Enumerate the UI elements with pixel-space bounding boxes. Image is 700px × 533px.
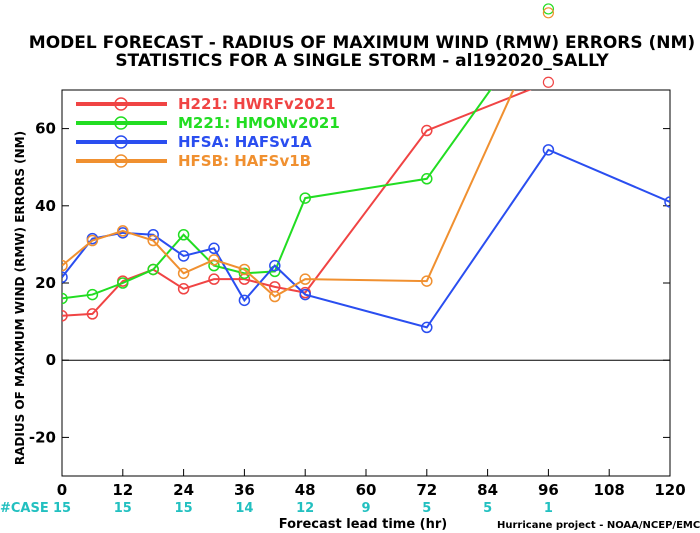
data-point bbox=[299, 273, 311, 285]
data-point bbox=[62, 271, 68, 283]
data-point bbox=[299, 288, 311, 301]
series-line bbox=[62, 90, 532, 317]
x-tick-label: 48 bbox=[295, 481, 316, 499]
data-point bbox=[86, 288, 99, 301]
case-count: 15 bbox=[114, 501, 132, 516]
x-axis-label: Forecast lead time (hr) bbox=[279, 517, 447, 532]
x-tick-label: 36 bbox=[234, 481, 255, 499]
data-point bbox=[62, 310, 68, 322]
chart-subtitle: STATISTICS FOR A SINGLE STORM - al192020… bbox=[115, 51, 609, 71]
data-point bbox=[269, 259, 281, 272]
x-tick-label: 96 bbox=[538, 481, 559, 499]
case-label: #CASE bbox=[0, 501, 49, 516]
case-count: 5 bbox=[422, 501, 431, 516]
legend-label: HFSB: HAFSv1B bbox=[178, 152, 311, 170]
off-scale-point bbox=[542, 7, 555, 19]
case-row: #CASE 15 15 15 14 12 9 5 5 1 bbox=[0, 501, 553, 516]
x-tick-label: 60 bbox=[356, 481, 377, 499]
data-point bbox=[208, 254, 220, 266]
y-tick-label: 20 bbox=[35, 274, 56, 292]
x-tick-label: 84 bbox=[477, 481, 498, 499]
legend-item: M221: HMONv2021 bbox=[76, 114, 340, 132]
series-3 bbox=[62, 144, 670, 334]
data-point bbox=[117, 277, 129, 289]
y-tick-label: 60 bbox=[35, 120, 56, 138]
case-count: 15 bbox=[175, 501, 193, 516]
series-line bbox=[62, 90, 492, 300]
series-2 bbox=[62, 90, 492, 305]
off-scale-point bbox=[542, 76, 555, 88]
off-scale-point bbox=[542, 3, 555, 15]
data-point bbox=[542, 144, 555, 156]
series-layer bbox=[62, 3, 670, 334]
data-point bbox=[62, 259, 68, 272]
x-tick-label: 72 bbox=[416, 481, 437, 499]
data-point bbox=[86, 234, 99, 247]
legend-item: H221: HWRFv2021 bbox=[76, 95, 336, 113]
data-point bbox=[421, 275, 433, 287]
y-tick-label: -20 bbox=[29, 428, 56, 446]
data-point bbox=[299, 192, 311, 204]
data-point bbox=[208, 273, 220, 285]
data-point bbox=[86, 308, 99, 320]
plot-border bbox=[61, 89, 671, 477]
y-tick-label: 0 bbox=[46, 351, 56, 369]
data-point bbox=[208, 242, 220, 255]
legend-item: HFSA: HAFSv1A bbox=[76, 133, 312, 151]
data-point bbox=[147, 234, 159, 247]
y-axis-label: RADIUS OF MAXIMUM WIND (RMW) ERRORS (NM) bbox=[13, 131, 27, 465]
x-tick-label: 0 bbox=[57, 481, 67, 499]
data-point bbox=[269, 290, 281, 303]
case-count: 5 bbox=[483, 501, 492, 516]
legend-marker bbox=[114, 154, 128, 168]
series-line bbox=[62, 90, 515, 298]
legend-label: HFSA: HAFSv1A bbox=[178, 133, 312, 151]
case-count: 15 bbox=[53, 501, 71, 516]
data-point bbox=[62, 292, 68, 305]
data-point bbox=[177, 283, 190, 295]
y-axis: -20 0 20 40 60 bbox=[29, 120, 670, 446]
legend-item: HFSB: HAFSv1B bbox=[76, 152, 311, 170]
data-point bbox=[177, 267, 190, 280]
legend-label: M221: HMONv2021 bbox=[178, 114, 340, 132]
legend-marker bbox=[114, 135, 128, 149]
x-tick-label: 120 bbox=[654, 481, 685, 499]
data-point bbox=[421, 321, 433, 334]
data-point bbox=[238, 263, 251, 276]
legend-marker bbox=[114, 97, 128, 111]
legend-marker bbox=[114, 116, 128, 130]
data-point bbox=[238, 294, 251, 307]
data-point bbox=[147, 263, 159, 276]
plot-area bbox=[61, 89, 671, 477]
chart-title: MODEL FORECAST - RADIUS OF MAXIMUM WIND … bbox=[29, 33, 695, 53]
case-count: 1 bbox=[544, 501, 553, 516]
x-tick-label: 24 bbox=[173, 481, 194, 499]
series-line bbox=[62, 148, 670, 329]
x-tick-label: 12 bbox=[112, 481, 133, 499]
off-scale-markers bbox=[542, 3, 555, 88]
x-tick-label: 108 bbox=[594, 481, 625, 499]
data-point bbox=[177, 229, 190, 241]
data-point bbox=[421, 124, 433, 137]
data-point bbox=[177, 250, 190, 262]
case-count: 12 bbox=[296, 501, 314, 516]
data-point bbox=[117, 225, 129, 237]
case-count: 14 bbox=[235, 501, 253, 516]
series-4 bbox=[62, 90, 515, 303]
data-point bbox=[664, 196, 670, 208]
case-count: 9 bbox=[361, 501, 370, 516]
credit-text: Hurricane project - NOAA/NCEP/EMC bbox=[497, 520, 700, 531]
data-point bbox=[421, 173, 433, 185]
legend-label: H221: HWRFv2021 bbox=[178, 95, 336, 113]
y-tick-label: 40 bbox=[35, 197, 56, 215]
x-axis: 0 12 24 36 48 60 72 84 96 108 120 bbox=[57, 469, 686, 499]
